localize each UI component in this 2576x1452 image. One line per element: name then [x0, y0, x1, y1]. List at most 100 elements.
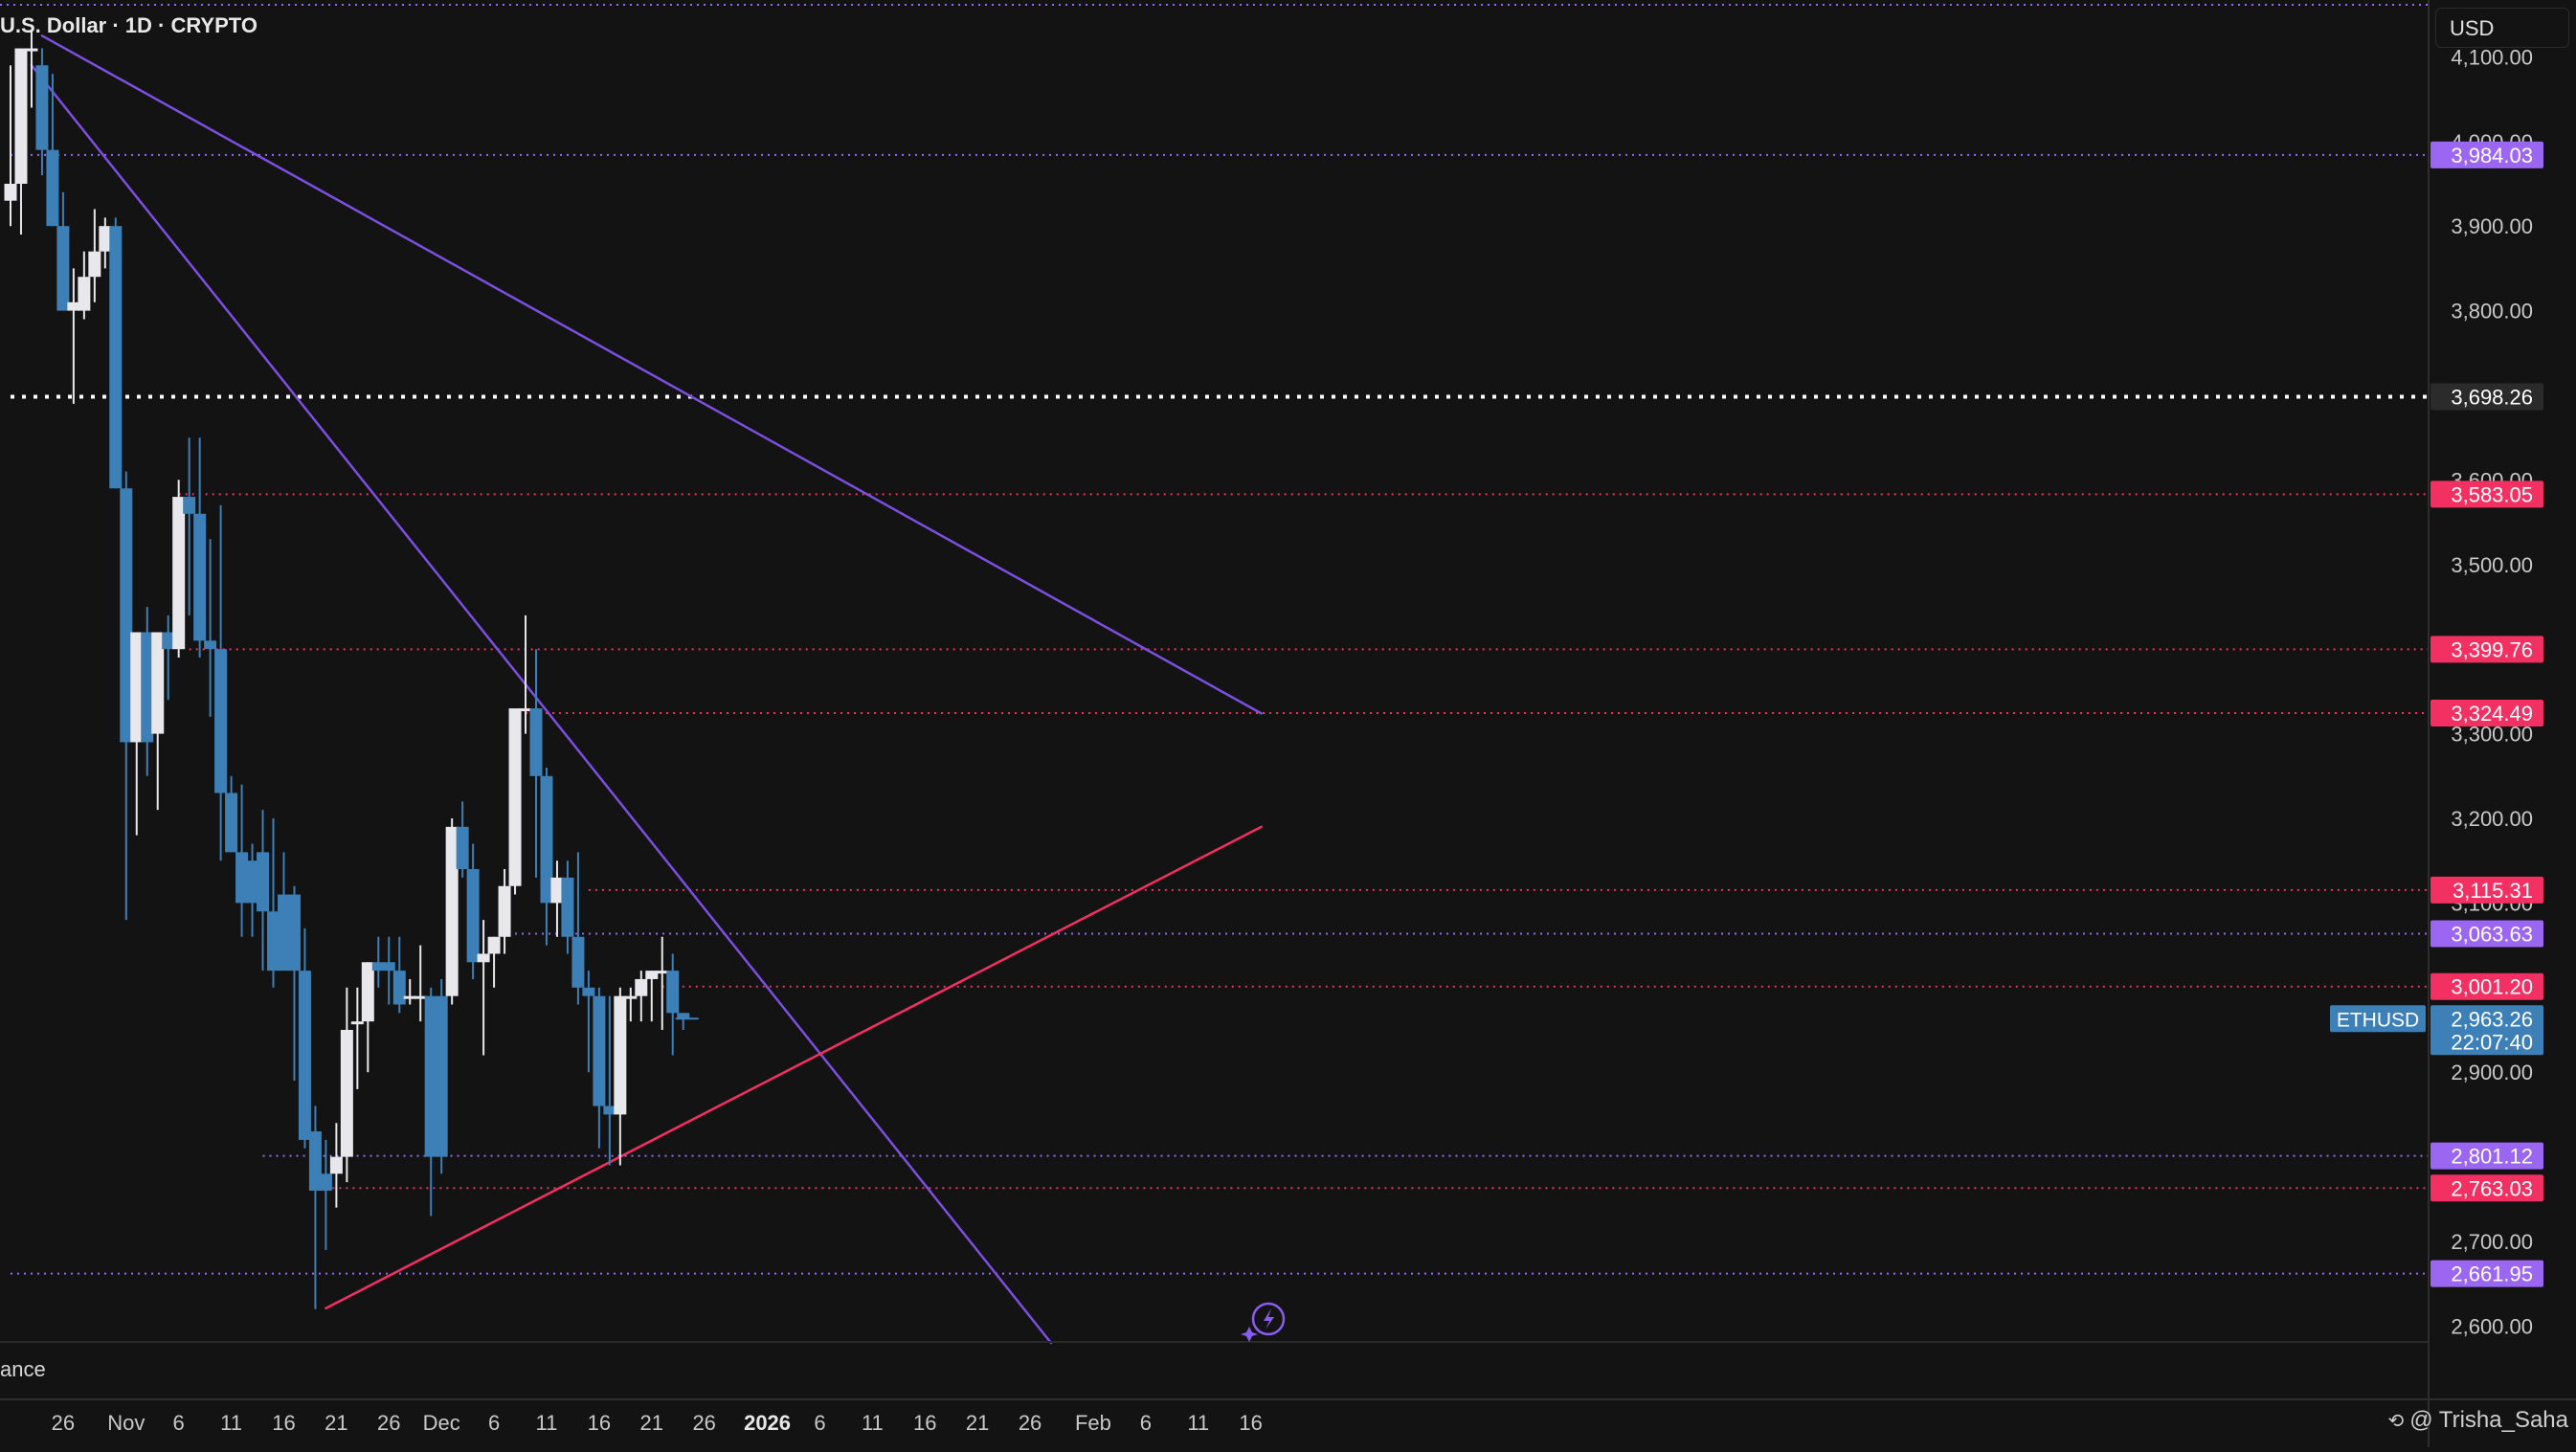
x-tick-label: 26: [52, 1411, 75, 1435]
candle: [319, 1139, 332, 1250]
candle-body: [392, 971, 406, 1005]
candle: [120, 471, 133, 921]
candle-body: [214, 649, 228, 793]
candle: [4, 65, 17, 227]
candle: [246, 843, 259, 937]
candle: [257, 810, 270, 972]
candle: [67, 268, 80, 404]
candle: [456, 801, 469, 878]
price-line-label-bg: [2430, 972, 2543, 1000]
candle-body: [162, 632, 175, 650]
price-line-label-bg: [2430, 480, 2543, 508]
price-line-label-bg: [2430, 1174, 2543, 1202]
candle-body: [88, 251, 101, 278]
trendline-1[interactable]: [30, 63, 1053, 1345]
candle: [466, 843, 480, 979]
x-tick-label: 26: [692, 1411, 715, 1435]
candle: [78, 251, 91, 320]
candle: [392, 936, 406, 1014]
price-line-label: 3,001.20: [2451, 975, 2533, 999]
candle-body: [666, 971, 680, 1014]
candle-body: [78, 277, 91, 311]
x-tick-label: 16: [1239, 1411, 1262, 1435]
candle-body: [435, 995, 448, 1157]
x-tick-label: 16: [913, 1411, 936, 1435]
candle-body: [130, 632, 144, 743]
candle: [225, 775, 238, 853]
candle-body: [183, 497, 196, 514]
author-watermark: ⟲ @ Trisha_Saha: [2387, 1407, 2568, 1434]
x-tick-label: 11: [536, 1411, 558, 1435]
candle: [298, 927, 311, 1149]
trendlines-layer[interactable]: [30, 34, 1263, 1345]
candle-body: [46, 149, 59, 227]
candle-body: [466, 869, 480, 963]
candle: [382, 936, 395, 1005]
candle: [350, 987, 364, 1089]
y-tick-label: 4,100.00: [2451, 45, 2533, 69]
x-tick-label: Dec: [423, 1411, 460, 1435]
candle: [141, 607, 154, 776]
candle-body: [571, 936, 585, 988]
candle-body: [561, 877, 574, 937]
price-line-label-bg: [2430, 1260, 2543, 1287]
candle-body: [350, 1021, 364, 1025]
candle: [88, 209, 101, 302]
x-tick-label: 11: [862, 1411, 884, 1435]
price-line-label: 2,801.12: [2451, 1145, 2533, 1169]
price-line-label-bg: [2430, 636, 2543, 663]
candle-body: [414, 995, 427, 999]
lightning-event-icon[interactable]: [1241, 1302, 1286, 1342]
candle: [46, 74, 59, 227]
candle: [666, 953, 680, 1056]
candle: [277, 852, 290, 972]
candle: [56, 191, 70, 311]
candle-body: [361, 962, 374, 1022]
candle: [582, 971, 595, 1073]
trendline-0[interactable]: [40, 34, 1263, 715]
candle: [130, 632, 144, 836]
candle-body: [204, 640, 217, 650]
price-line-label: 3,984.03: [2451, 144, 2533, 168]
candle-body: [550, 877, 564, 904]
symbol-title[interactable]: U.S. Dollar · 1D · CRYPTO: [0, 13, 258, 37]
candle: [614, 987, 627, 1166]
candle-body: [56, 226, 70, 311]
candle-body: [635, 978, 648, 996]
candle: [571, 852, 585, 1005]
candle: [645, 971, 659, 1022]
candle-body: [99, 226, 112, 252]
author-name: @ Trisha_Saha: [2409, 1407, 2568, 1433]
indicator-pane-label[interactable]: ance: [0, 1357, 46, 1381]
currency-button[interactable]: USD: [2435, 8, 2569, 48]
x-tick-label: 11: [1187, 1411, 1209, 1435]
candle: [656, 936, 669, 1030]
candle-body: [603, 1106, 616, 1115]
candle: [172, 480, 186, 659]
candle: [287, 885, 301, 1082]
candle-body: [519, 708, 532, 712]
trendline-2[interactable]: [325, 825, 1263, 1310]
price-line-label-bg: [2430, 699, 2543, 726]
candle: [25, 31, 38, 108]
candle: [508, 708, 522, 895]
price-line-label: 3,063.63: [2451, 923, 2533, 947]
candle: [183, 437, 196, 615]
candle: [424, 987, 437, 1217]
candle-body: [267, 911, 280, 972]
candle: [677, 1013, 690, 1030]
price-line-label-bg: [2430, 141, 2543, 168]
candle-body: [225, 793, 238, 853]
price-line-label-bg: [2430, 1142, 2543, 1170]
candle: [214, 504, 228, 861]
candle-body: [593, 995, 606, 1106]
candle: [635, 971, 648, 1022]
y-tick-label: 3,200.00: [2451, 807, 2533, 831]
candle: [193, 437, 207, 659]
candle: [445, 818, 459, 1005]
candle-body: [424, 995, 437, 1157]
candle: [603, 995, 616, 1166]
x-tick-label: 26: [1019, 1411, 1042, 1435]
